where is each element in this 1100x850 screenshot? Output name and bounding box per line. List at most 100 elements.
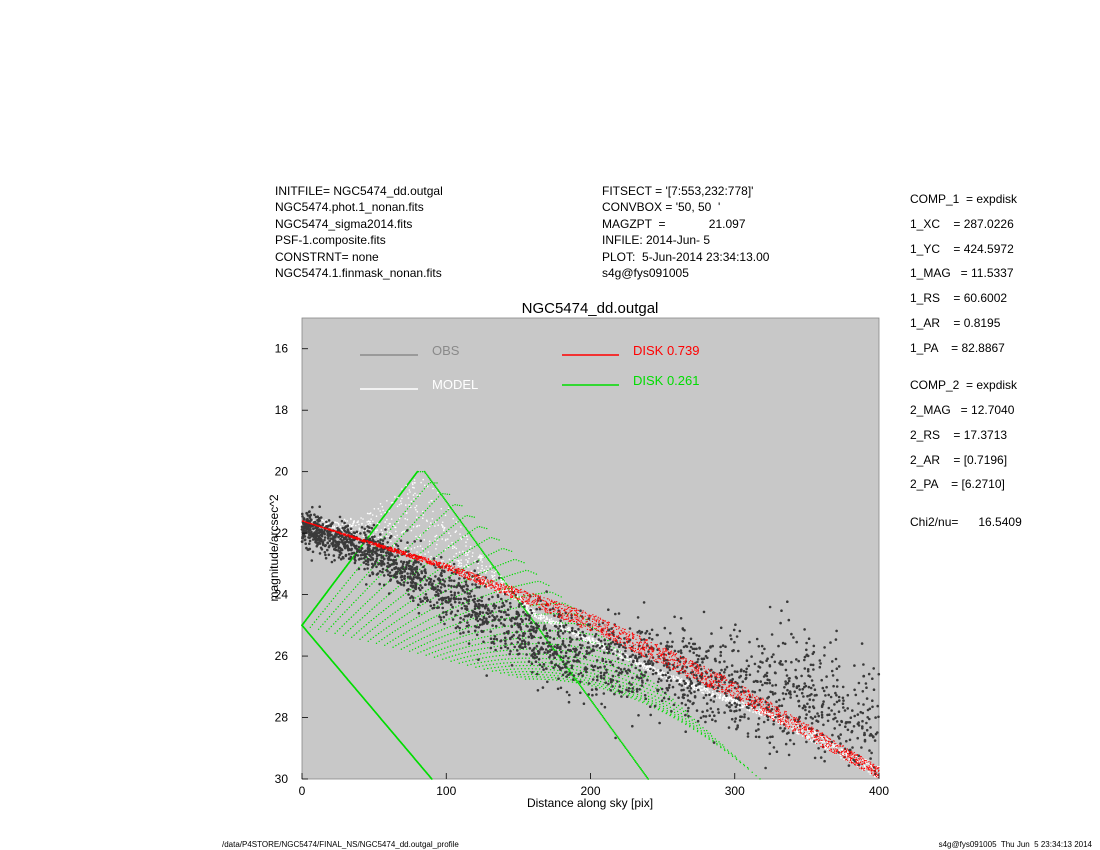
disk2-point xyxy=(417,495,419,497)
disk2-point xyxy=(636,674,638,676)
disk2-point xyxy=(436,519,438,521)
disk2-point xyxy=(730,752,733,754)
disk2-point xyxy=(332,597,335,600)
disk2-point xyxy=(700,732,703,734)
disk2-point xyxy=(548,671,550,674)
disk2-point xyxy=(704,734,707,737)
disk2-point xyxy=(650,693,653,696)
disk2-point xyxy=(440,515,443,517)
model-point xyxy=(661,676,664,678)
disk2-point xyxy=(362,592,364,594)
disk2-point xyxy=(537,671,539,673)
disk2-point xyxy=(526,612,529,615)
disk2-point xyxy=(518,657,520,659)
disk2-point xyxy=(467,531,470,533)
model-point xyxy=(798,733,800,735)
disk2-point xyxy=(477,631,479,633)
disk2-point xyxy=(446,627,448,629)
disk2-point xyxy=(411,610,414,612)
disk2-point xyxy=(432,573,434,575)
disk2-point xyxy=(395,600,397,602)
obs-point xyxy=(444,589,447,593)
disk2-point xyxy=(635,683,638,685)
obs-point xyxy=(529,632,532,636)
disk2-point xyxy=(388,625,390,627)
obs-point xyxy=(869,757,872,760)
model-point xyxy=(614,648,616,651)
model-point xyxy=(678,677,680,679)
disk2-point xyxy=(604,676,606,678)
disk2-point xyxy=(549,643,552,646)
model-point xyxy=(741,701,744,704)
obs-point xyxy=(441,606,445,610)
disk2-point xyxy=(498,590,501,592)
obs-point xyxy=(389,579,392,582)
obs-point xyxy=(846,721,850,724)
obs-point xyxy=(558,624,562,628)
disk2-point xyxy=(643,772,645,775)
disk2-point xyxy=(396,520,398,523)
obs-point xyxy=(835,700,839,704)
obs-point xyxy=(489,637,493,640)
disk2-point xyxy=(466,515,468,517)
obs-point xyxy=(509,650,512,653)
model-point xyxy=(417,537,419,540)
disk2-point xyxy=(487,660,489,662)
disk2-point xyxy=(655,699,657,701)
obs-point xyxy=(475,633,479,637)
disk2-point xyxy=(309,626,311,628)
obs-point xyxy=(517,613,521,616)
disk2-point xyxy=(347,630,349,632)
obs-point xyxy=(453,593,456,597)
disk2-point xyxy=(458,662,460,664)
model-point xyxy=(387,531,389,533)
obs-point xyxy=(841,696,845,700)
disk2-point xyxy=(397,628,399,630)
model-point xyxy=(455,552,458,555)
obs-point xyxy=(668,683,671,687)
obs-point xyxy=(439,555,443,559)
model-point xyxy=(421,510,424,513)
disk2-point xyxy=(464,534,466,537)
disk2-point xyxy=(373,606,376,608)
model-point xyxy=(430,522,432,524)
disk2-point xyxy=(370,638,372,640)
disk2-point xyxy=(597,674,599,676)
model-point xyxy=(619,656,622,659)
obs-point xyxy=(478,612,482,616)
disk2-point xyxy=(456,658,459,660)
disk2-point xyxy=(430,778,433,780)
model-point xyxy=(537,617,540,620)
obs-point xyxy=(438,581,442,585)
disk2-point xyxy=(673,708,675,710)
disk2-point xyxy=(537,622,539,624)
disk2-point xyxy=(574,678,577,681)
obs-point xyxy=(693,690,696,694)
obs-point xyxy=(598,623,601,626)
disk2-point xyxy=(582,688,584,691)
disk2-point xyxy=(407,602,409,604)
disk2-point xyxy=(618,738,621,741)
disk2-point xyxy=(328,603,330,605)
disk2-point xyxy=(555,672,557,674)
disk2-point xyxy=(477,662,479,664)
obs-point xyxy=(744,670,748,674)
disk2-point xyxy=(432,597,434,599)
disk2-point xyxy=(361,617,364,619)
model-point xyxy=(566,627,569,630)
model-point xyxy=(848,758,851,760)
disk2-point xyxy=(702,727,704,729)
disk2-point xyxy=(621,678,624,680)
disk2-point xyxy=(481,550,484,553)
disk2-point xyxy=(481,526,483,528)
obs-point xyxy=(363,567,366,571)
disk2-point xyxy=(392,525,394,528)
disk2-point xyxy=(359,619,361,621)
disk2-point xyxy=(462,517,464,519)
disk2-point xyxy=(680,712,682,715)
disk2-point xyxy=(569,660,571,662)
disk2-point xyxy=(724,749,726,752)
disk2-point xyxy=(446,493,448,495)
disk2-point xyxy=(595,706,597,709)
obs-point xyxy=(702,715,705,718)
